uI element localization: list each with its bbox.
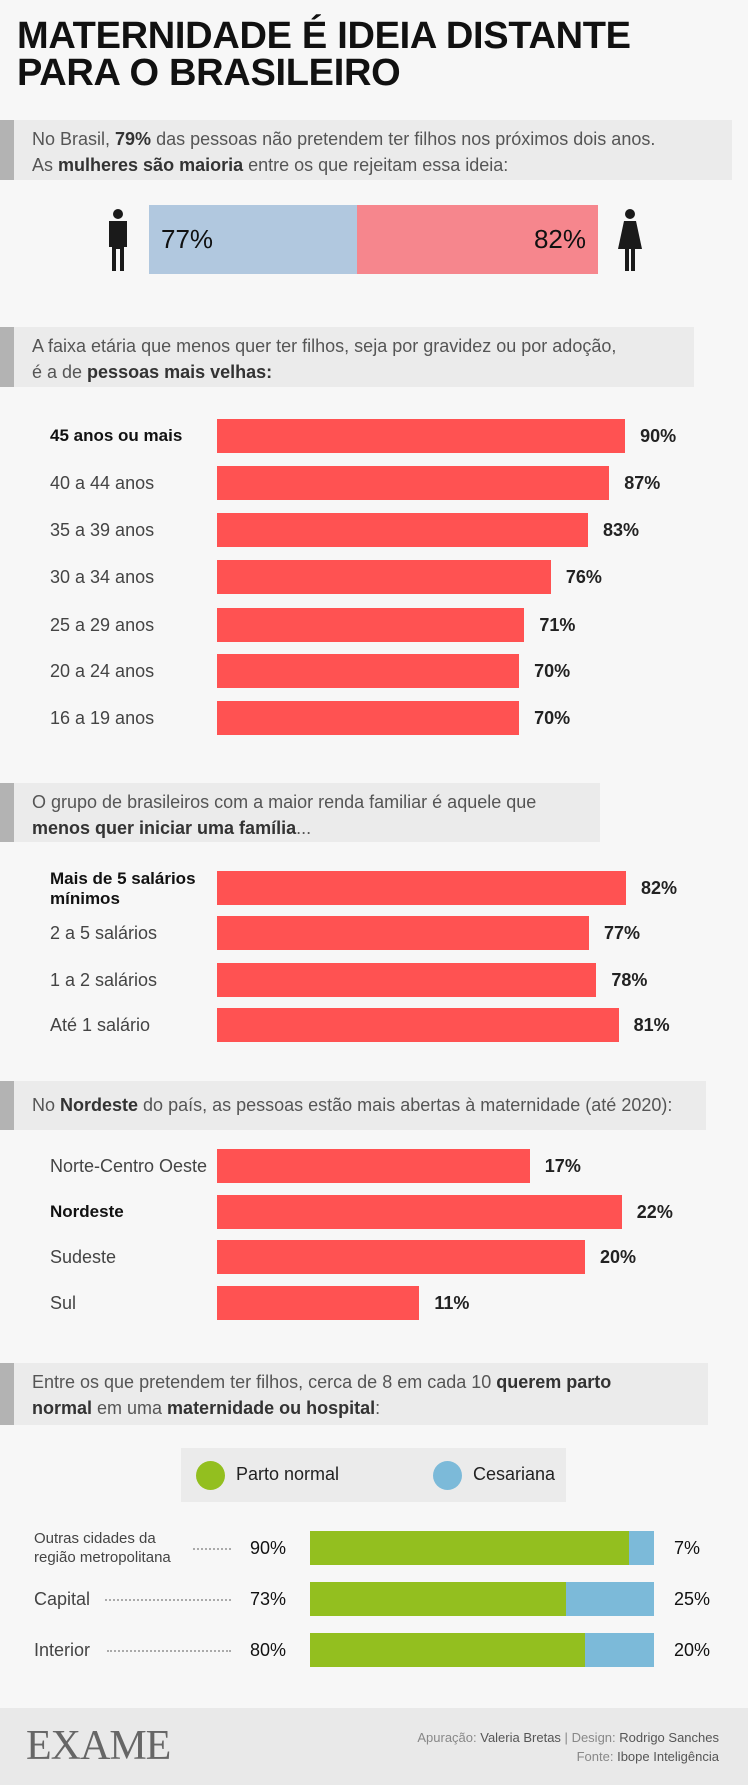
value-label: 83%	[603, 520, 640, 540]
bar	[217, 1195, 622, 1229]
birth-intro-box: Entre os que pretendem ter filhos, cerca…	[0, 1363, 708, 1425]
value-label: 73%	[250, 1589, 287, 1609]
exame-logo: EXAME	[26, 1723, 171, 1769]
value-label: 70%	[534, 661, 571, 681]
bar-cesariana	[566, 1582, 654, 1616]
value-label: 76%	[565, 567, 602, 587]
age-intro-box: A faixa etária que menos quer ter filhos…	[0, 327, 694, 387]
income-intro-line: O grupo de brasileiros com a maior renda…	[32, 792, 537, 812]
value-label: 20%	[600, 1247, 637, 1267]
value-label: 7%	[674, 1538, 701, 1558]
bar	[217, 1240, 585, 1274]
value-label: 25%	[674, 1589, 711, 1609]
value-label: 77%	[604, 923, 641, 943]
legend: Parto normal Cesariana	[181, 1448, 566, 1502]
age-intro-line: é a de pessoas mais velhas:	[32, 362, 273, 382]
leader-dots	[193, 1548, 231, 1550]
bar-cesariana	[629, 1531, 654, 1565]
legend-swatch-cesarean	[433, 1461, 462, 1490]
bar-label: 2 a 5 salários	[50, 923, 158, 943]
credits: Apuração: Valeria Bretas | Design: Rodri…	[417, 1730, 719, 1764]
bar-parto-normal	[310, 1531, 630, 1565]
legend-label: Parto normal	[236, 1464, 340, 1484]
bar-label: Norte-Centro Oeste	[50, 1156, 208, 1176]
title-line: MATERNIDADE É IDEIA DISTANTE	[17, 15, 631, 57]
legend-swatch-normal	[196, 1461, 225, 1490]
bar	[217, 1286, 420, 1320]
woman-icon	[618, 209, 642, 271]
value-label: 11%	[434, 1293, 470, 1313]
footer: EXAME Apuração: Valeria Bretas | Design:…	[0, 1708, 748, 1785]
income-intro-line: menos quer iniciar uma família...	[32, 818, 312, 838]
bar-label: Mais de 5 salários mínimos	[50, 869, 196, 908]
women-value: 82%	[533, 224, 586, 254]
legend-label: Cesariana	[473, 1464, 556, 1484]
income-intro-box: O grupo de brasileiros com a maior renda…	[0, 783, 600, 842]
bar	[217, 608, 525, 642]
bar-parto-normal	[310, 1582, 567, 1616]
value-label: 22%	[636, 1202, 673, 1222]
man-icon	[109, 209, 127, 271]
value-label: 17%	[544, 1156, 581, 1176]
age-intro-line: A faixa etária que menos quer ter filhos…	[32, 336, 617, 356]
value-label: 71%	[539, 615, 576, 635]
page-title: MATERNIDADE É IDEIA DISTANTE PARA O BRASI…	[17, 15, 631, 94]
bar-label: 25 a 29 anos	[50, 615, 155, 635]
intro-line: As mulheres são maioria entre os que rej…	[32, 155, 509, 175]
value-label: 81%	[633, 1015, 670, 1035]
bar	[217, 871, 626, 905]
bar-label: Capital	[34, 1589, 91, 1609]
bar	[217, 419, 626, 453]
birth-intro-line: normal em uma maternidade ou hospital:	[32, 1398, 381, 1418]
leader-dots	[107, 1650, 231, 1652]
region-intro-box: No Nordeste do país, as pessoas estão ma…	[0, 1081, 706, 1130]
men-value: 77%	[161, 224, 214, 254]
bar-label: Sul	[50, 1293, 77, 1313]
bar-label: 30 a 34 anos	[50, 567, 155, 587]
value-label: 87%	[624, 473, 661, 493]
value-label: 90%	[640, 426, 677, 446]
title-line: PARA O BRASILEIRO	[17, 52, 401, 94]
bar-label: 1 a 2 salários	[50, 970, 158, 990]
bar-label: 45 anos ou mais	[50, 426, 183, 445]
value-label: 70%	[534, 708, 571, 728]
value-label: 20%	[674, 1640, 711, 1660]
bar	[217, 466, 610, 500]
bar-label: Até 1 salário	[50, 1015, 151, 1035]
value-label: 82%	[641, 878, 678, 898]
value-label: 78%	[611, 970, 648, 990]
bar	[217, 513, 588, 547]
value-label: 90%	[250, 1538, 287, 1558]
bar-label: Sudeste	[50, 1247, 117, 1267]
bar-label: 16 a 19 anos	[50, 708, 155, 728]
bar	[217, 1008, 619, 1042]
bar	[217, 963, 597, 997]
region-intro-line: No Nordeste do país, as pessoas estão ma…	[32, 1095, 673, 1115]
bar-label: Interior	[34, 1640, 91, 1660]
intro-line: No Brasil, 79% das pessoas não pretendem…	[32, 129, 656, 149]
bar	[217, 916, 589, 950]
bar	[217, 560, 551, 594]
bar	[217, 701, 520, 735]
birth-intro-line: Entre os que pretendem ter filhos, cerca…	[32, 1372, 612, 1392]
bar-label: Outras cidades da região metropolitana	[34, 1530, 171, 1566]
value-label: 80%	[250, 1640, 287, 1660]
bar-label: 35 a 39 anos	[50, 520, 155, 540]
bar	[217, 1149, 530, 1183]
bar-label: 40 a 44 anos	[50, 473, 155, 493]
bar-label: 20 a 24 anos	[50, 661, 155, 681]
bar	[217, 654, 520, 688]
bar-parto-normal	[310, 1633, 586, 1667]
leader-dots	[105, 1599, 231, 1601]
intro-box: No Brasil, 79% das pessoas não pretendem…	[0, 120, 732, 180]
men-bar: 77%	[149, 205, 357, 274]
bar-label: Nordeste	[50, 1202, 124, 1221]
bar-cesariana	[585, 1633, 654, 1667]
women-bar: 82%	[357, 205, 598, 274]
